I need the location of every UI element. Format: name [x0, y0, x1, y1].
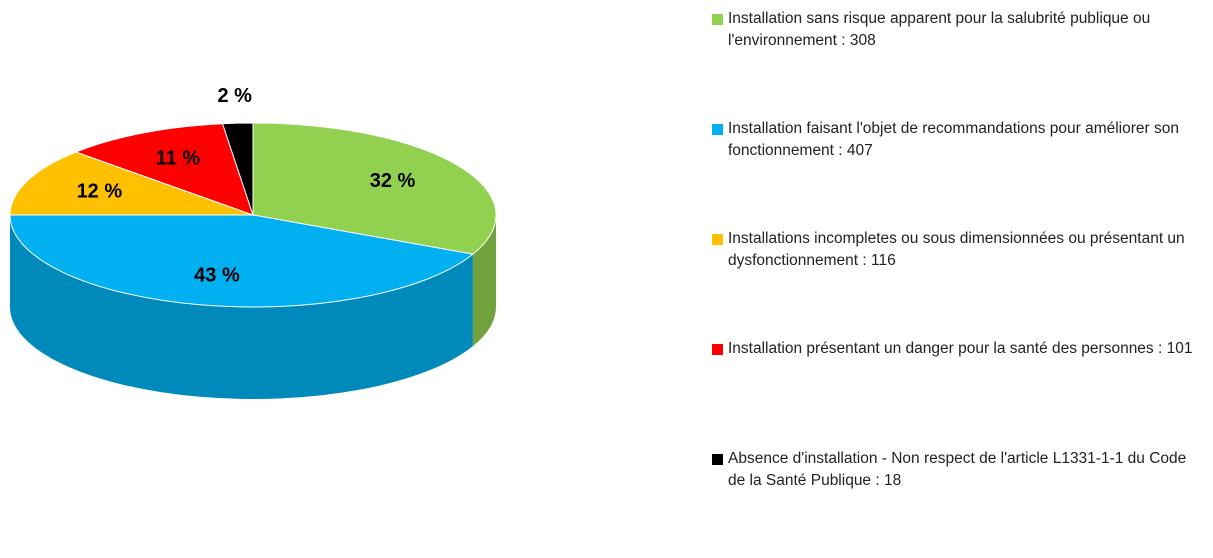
legend-label: Installations incompletes ou sous dimens…	[728, 230, 1185, 269]
slice	[9, 214, 475, 308]
legend-swatch	[712, 124, 723, 135]
legend-swatch	[712, 344, 723, 355]
chart: 32 % 43 % 12 % 11 % 2 %	[9, 85, 497, 400]
data-label: 11 %	[156, 148, 201, 170]
slice	[9, 151, 254, 216]
legend-label: Installation présentant un danger pour l…	[728, 340, 1193, 357]
slice	[221, 122, 254, 216]
slice	[252, 122, 497, 255]
data-label: 43 %	[194, 264, 240, 286]
legend-swatch	[712, 14, 723, 25]
legend-item: Installations incompletes ou sous dimens…	[712, 228, 1202, 338]
legend-label: Absence d'installation - Non respect de …	[728, 450, 1187, 489]
data-label: 12 %	[77, 180, 123, 202]
slice-side	[472, 215, 496, 347]
slice	[74, 123, 254, 216]
legend-label: Installation sans risque apparent pour l…	[728, 10, 1151, 49]
data-label: 2 %	[217, 85, 252, 107]
legend-swatch	[712, 454, 723, 465]
legend-item: Installation sans risque apparent pour l…	[712, 8, 1202, 118]
legend-item: Installation faisant l'objet de recomman…	[712, 118, 1202, 228]
legend-swatch	[712, 234, 723, 245]
data-label: 32 %	[370, 170, 416, 192]
legend-item: Installation présentant un danger pour l…	[712, 338, 1202, 448]
page: 32 % 43 % 12 % 11 % 2 % Installation sans ri…	[9, 10, 1193, 489]
legend: Installation sans risque apparent pour l…	[712, 8, 1202, 558]
legend-item: Absence d'installation - Non respect de …	[712, 448, 1202, 558]
legend-label: Installation faisant l'objet de recomman…	[728, 120, 1179, 159]
